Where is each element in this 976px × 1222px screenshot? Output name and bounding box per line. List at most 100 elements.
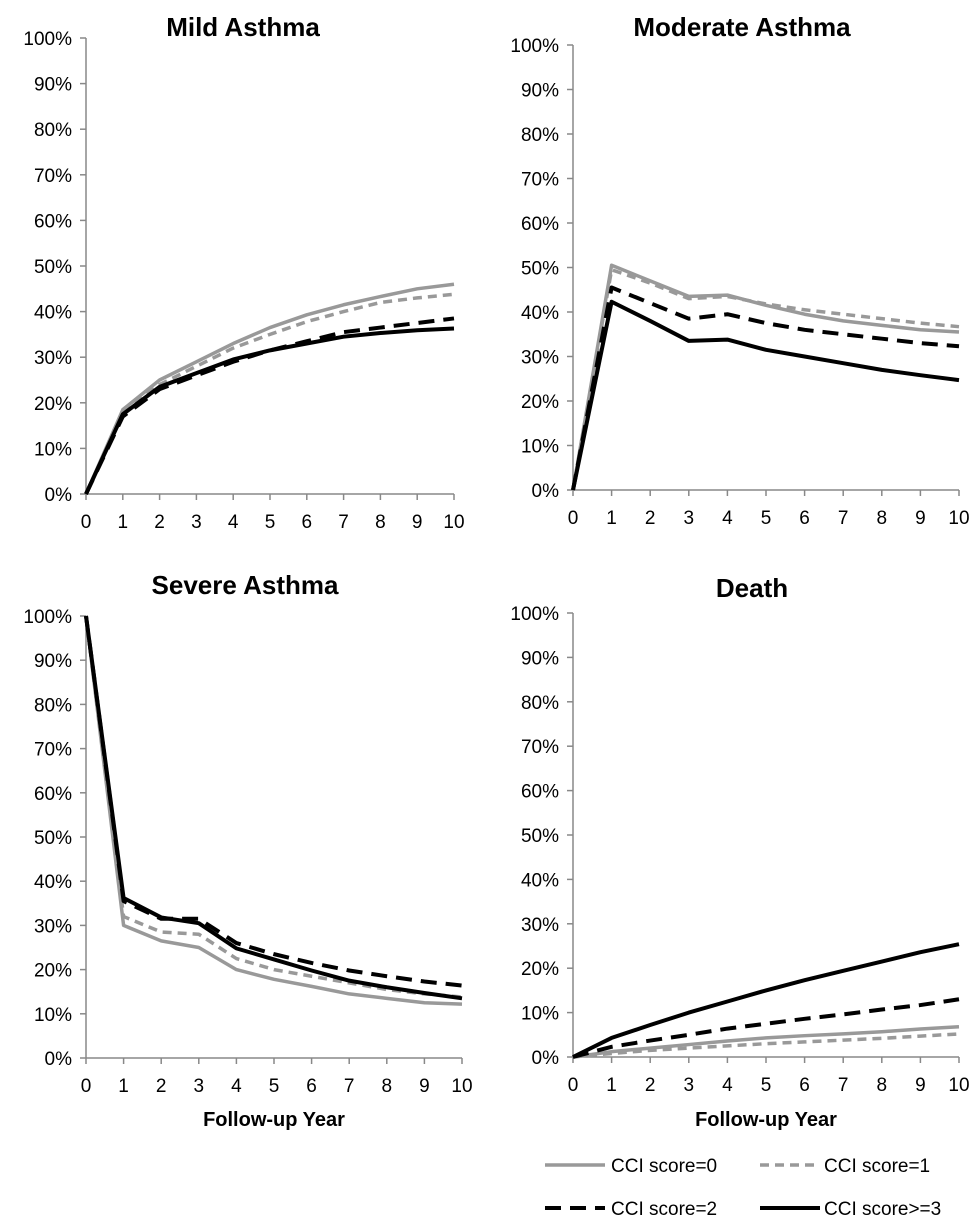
y-tick-label: 100%	[510, 604, 559, 625]
series-line-cci-0	[571, 263, 960, 491]
x-tick-label: 2	[156, 1076, 167, 1097]
x-tick-label: 7	[344, 1076, 355, 1097]
y-tick-label: 40%	[34, 872, 72, 893]
series-line-cci-2	[572, 997, 960, 1059]
x-tick-label: 9	[412, 512, 423, 533]
x-tick-label: 1	[606, 508, 617, 529]
x-tick-label: 8	[877, 1075, 888, 1096]
x-tick-label: 6	[799, 508, 810, 529]
x-axis-label: Follow-up Year	[203, 1109, 345, 1131]
y-tick-label: 90%	[521, 648, 559, 669]
x-tick-label: 10	[948, 1075, 969, 1096]
x-tick-label: 0	[81, 512, 92, 533]
x-tick-label: 3	[684, 1075, 695, 1096]
y-tick-label: 80%	[34, 120, 72, 141]
legend-label-1: CCI score=1	[824, 1156, 930, 1177]
x-tick-label: 5	[761, 508, 772, 529]
y-tick-label: 90%	[34, 75, 72, 96]
x-tick-label: 9	[915, 1075, 926, 1096]
x-tick-label: 6	[306, 1076, 317, 1097]
y-tick-label: 90%	[521, 81, 559, 102]
x-tick-label: 6	[302, 512, 313, 533]
y-tick-label: 20%	[521, 959, 559, 980]
series-line-cci-3	[572, 942, 960, 1059]
y-tick-label: 30%	[521, 915, 559, 936]
x-tick-label: 10	[443, 512, 464, 533]
series-line-cci-2	[84, 316, 455, 495]
x-tick-label: 8	[877, 508, 888, 529]
x-tick-label: 4	[722, 508, 733, 529]
x-tick-label: 0	[568, 1075, 579, 1096]
x-axis-label: Follow-up Year	[695, 1109, 837, 1131]
x-tick-label: 7	[838, 1075, 849, 1096]
series-line-cci-0	[84, 615, 463, 1006]
series-line-cci-2	[571, 285, 960, 491]
y-tick-label: 70%	[34, 166, 72, 187]
y-tick-label: 30%	[521, 348, 559, 369]
series-line-cci-3	[84, 326, 455, 495]
x-tick-label: 9	[419, 1076, 430, 1097]
x-tick-label: 2	[645, 1075, 656, 1096]
x-tick-label: 4	[228, 512, 239, 533]
x-tick-label: 8	[375, 512, 386, 533]
x-tick-label: 5	[265, 512, 276, 533]
y-tick-label: 70%	[521, 737, 559, 758]
y-tick-label: 10%	[34, 1005, 72, 1026]
x-tick-label: 9	[915, 508, 926, 529]
x-tick-label: 7	[338, 512, 349, 533]
y-tick-label: 100%	[23, 607, 72, 628]
y-tick-label: 70%	[34, 740, 72, 761]
x-tick-label: 5	[761, 1075, 772, 1096]
chart-title: Moderate Asthma	[633, 12, 851, 42]
x-tick-label: 1	[118, 1076, 129, 1097]
y-tick-label: 80%	[521, 125, 559, 146]
x-tick-label: 3	[684, 508, 695, 529]
series-line-cci-3	[84, 615, 463, 1001]
y-tick-label: 10%	[521, 437, 559, 458]
x-tick-label: 6	[799, 1075, 810, 1096]
chart-title: Severe Asthma	[152, 570, 339, 600]
y-tick-label: 0%	[45, 1049, 73, 1070]
legend-label-3: CCI score>=3	[824, 1199, 941, 1220]
y-tick-label: 40%	[521, 870, 559, 891]
y-tick-label: 50%	[521, 826, 559, 847]
y-tick-label: 60%	[521, 782, 559, 803]
y-tick-label: 10%	[34, 439, 72, 460]
y-tick-label: 80%	[521, 693, 559, 714]
series-line-cci-1	[571, 267, 960, 491]
x-tick-label: 3	[191, 512, 202, 533]
y-tick-label: 30%	[34, 916, 72, 937]
y-tick-label: 60%	[34, 784, 72, 805]
y-tick-label: 50%	[34, 828, 72, 849]
y-tick-label: 0%	[45, 485, 73, 506]
series-line-cci-1	[572, 1032, 960, 1059]
y-tick-label: 30%	[34, 348, 72, 369]
x-tick-label: 4	[231, 1076, 242, 1097]
y-tick-label: 60%	[521, 214, 559, 235]
y-tick-label: 0%	[532, 1048, 560, 1069]
x-tick-label: 2	[154, 512, 165, 533]
x-tick-label: 10	[948, 508, 969, 529]
y-tick-label: 50%	[34, 257, 72, 278]
series-line-cci-0	[84, 282, 455, 495]
y-tick-label: 80%	[34, 695, 72, 716]
x-tick-label: 0	[81, 1076, 92, 1097]
series-line-cci-3	[571, 299, 960, 491]
y-tick-label: 20%	[521, 392, 559, 413]
x-tick-label: 8	[382, 1076, 393, 1097]
x-tick-label: 3	[194, 1076, 205, 1097]
y-tick-label: 40%	[34, 303, 72, 324]
y-tick-label: 50%	[521, 259, 559, 280]
y-tick-label: 20%	[34, 394, 72, 415]
y-tick-label: 100%	[510, 36, 559, 57]
y-tick-label: 60%	[34, 211, 72, 232]
chart-title: Death	[716, 573, 788, 603]
x-tick-label: 1	[606, 1075, 617, 1096]
y-tick-label: 90%	[34, 651, 72, 672]
x-tick-label: 1	[118, 512, 129, 533]
series-line-cci-2	[84, 615, 463, 988]
legend-label-2: CCI score=2	[611, 1199, 717, 1220]
x-tick-label: 4	[722, 1075, 733, 1096]
chart-title: Mild Asthma	[166, 12, 320, 42]
